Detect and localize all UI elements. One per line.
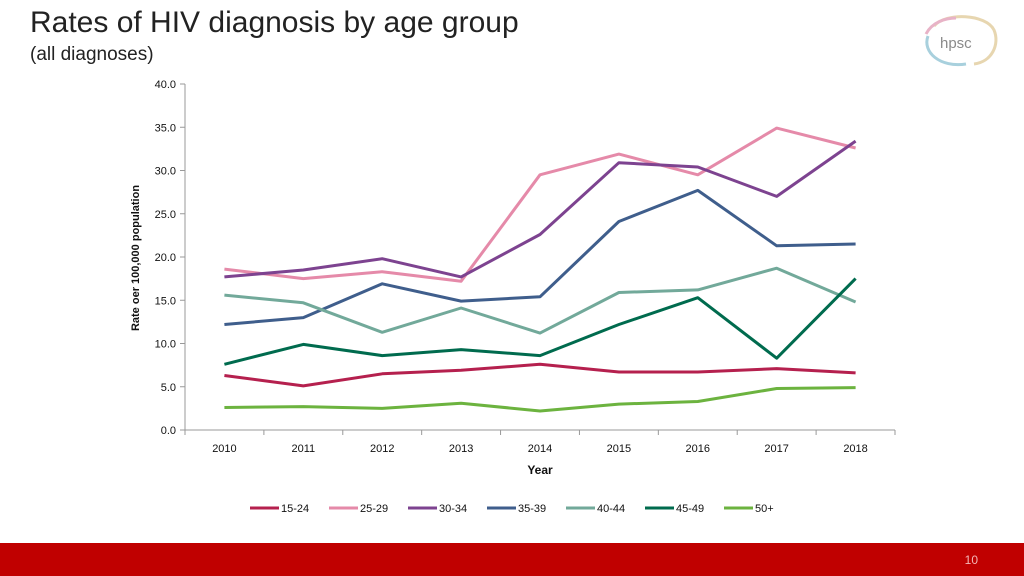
legend-label: 50+ — [755, 503, 774, 515]
x-tick-label: 2018 — [843, 443, 867, 455]
series-line-45-49 — [224, 277, 857, 366]
x-tick-label: 2011 — [292, 443, 316, 455]
series-line-50+ — [224, 386, 856, 413]
logo-text: hpsc — [940, 35, 972, 52]
slide-title: Rates of HIV diagnosis by age group — [30, 6, 519, 39]
legend-label: 45-49 — [676, 503, 704, 515]
y-tick-label: 40.0 — [155, 79, 176, 91]
y-axis-label: Rate oer 100,000 population — [130, 185, 142, 331]
y-tick-label: 25.0 — [155, 209, 176, 221]
y-tick-label: 10.0 — [155, 339, 176, 351]
x-tick-label: 2015 — [607, 443, 631, 455]
y-tick-label: 15.0 — [155, 295, 176, 307]
chart-axes: 0.0 5.0 10.0 15.0 20.0 25.0 30.0 35.0 40.0 2010 20… — [155, 79, 896, 455]
y-tick-label: 5.0 — [161, 382, 176, 394]
legend-label: 40-44 — [597, 503, 625, 515]
line-chart: 0.0 5.0 10.0 15.0 20.0 25.0 30.0 35.0 40.0 2010 20… — [130, 79, 896, 515]
series-line-30-34 — [224, 139, 857, 279]
y-tick-label: 35.0 — [155, 122, 176, 134]
y-tick-label: 0.0 — [161, 425, 176, 437]
chart-legend: 15-24 25-29 30-34 35-39 40-44 45-49 50+ — [250, 503, 774, 515]
series-line-15-24 — [224, 362, 856, 388]
series-line-40-44 — [224, 266, 857, 335]
x-tick-label: 2016 — [686, 443, 710, 455]
x-tick-label: 2012 — [370, 443, 394, 455]
legend-label: 35-39 — [518, 503, 546, 515]
series-layer — [224, 126, 857, 413]
hpsc-logo: hpsc — [924, 15, 998, 67]
footer-bar: 10 — [0, 543, 1024, 576]
y-tick-label: 20.0 — [155, 252, 176, 264]
page-number: 10 — [964, 553, 978, 567]
slide-subtitle: (all diagnoses) — [30, 44, 154, 65]
x-tick-label: 2013 — [449, 443, 473, 455]
legend-label: 30-34 — [439, 503, 467, 515]
x-tick-label: 2017 — [764, 443, 788, 455]
x-tick-label: 2010 — [212, 443, 236, 455]
x-axis-label: Year — [527, 463, 553, 477]
legend-label: 15-24 — [281, 503, 309, 515]
series-line-25-29 — [224, 126, 856, 283]
x-tick-label: 2014 — [528, 443, 552, 455]
legend-label: 25-29 — [360, 503, 388, 515]
y-tick-label: 30.0 — [155, 166, 176, 178]
series-line-35-39 — [224, 188, 856, 326]
